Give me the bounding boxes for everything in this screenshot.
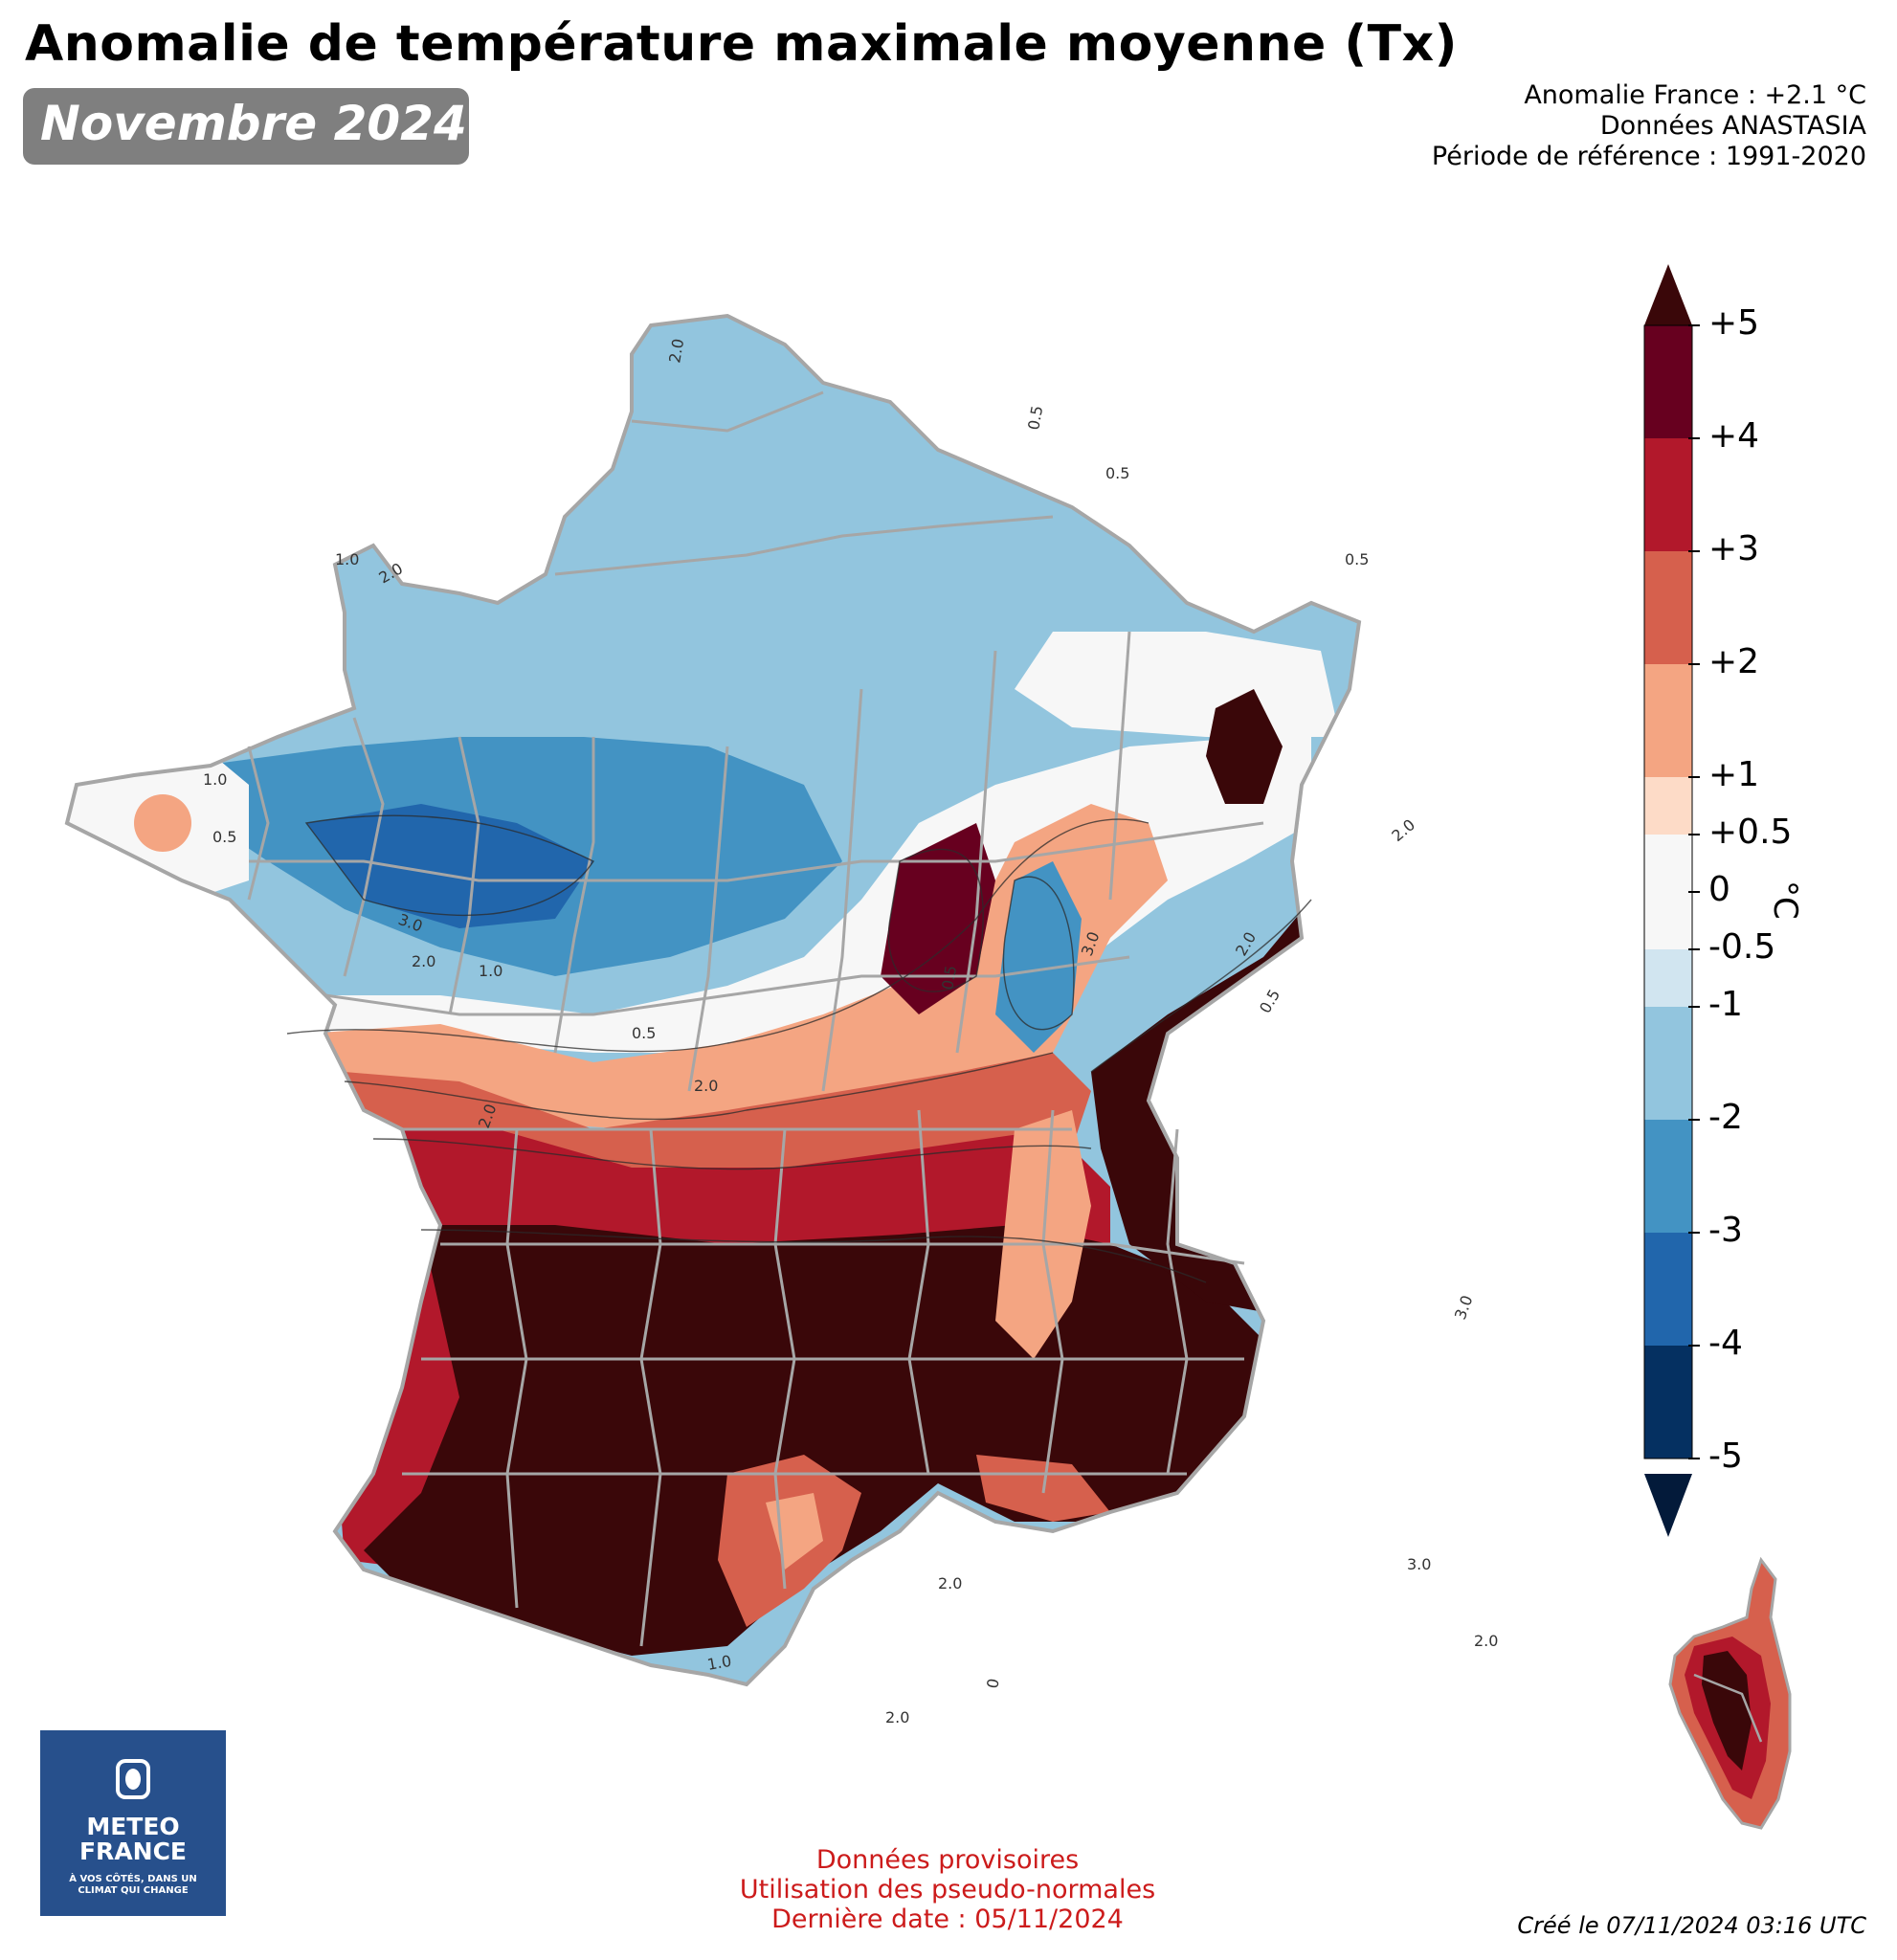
colorbar-segment bbox=[1644, 551, 1692, 664]
note-provisional: Données provisoires bbox=[815, 1845, 1080, 1875]
note-pseudo-normals: Utilisation des pseudo-normales bbox=[739, 1875, 1156, 1904]
contour-label: 2.0 bbox=[665, 337, 687, 364]
map-title: Anomalie de température maximale moyenne… bbox=[25, 15, 1458, 73]
colorbar-segment bbox=[1644, 438, 1692, 551]
contour-label: 0.5 bbox=[1256, 986, 1283, 1016]
colorbar-tick bbox=[1688, 550, 1700, 552]
colorbar-segment bbox=[1644, 664, 1692, 777]
creation-timestamp: Créé le 07/11/2024 03:16 UTC bbox=[1517, 1912, 1866, 1939]
reference-period-label: Période de référence : 1991-2020 bbox=[1431, 142, 1866, 171]
colorbar-segment bbox=[1644, 1120, 1692, 1233]
colorbar-tick bbox=[1688, 324, 1700, 326]
colorbar-tick bbox=[1688, 1119, 1700, 1121]
note-last-date: Dernière date : 05/11/2024 bbox=[771, 1904, 1124, 1934]
colorbar-tick bbox=[1688, 663, 1700, 665]
contour-label: 2.0 bbox=[412, 952, 435, 970]
colorbar-tick bbox=[1688, 1458, 1700, 1459]
contour-label: 0.5 bbox=[632, 1024, 656, 1042]
colorbar-unit: °C bbox=[1766, 880, 1804, 920]
data-source-label: Données ANASTASIA bbox=[1599, 111, 1866, 141]
contour-label: 3.0 bbox=[1451, 1293, 1477, 1322]
contour-label: 0.5 bbox=[1105, 464, 1129, 482]
colorbar-segment bbox=[1644, 777, 1692, 835]
logo-line-2: FRANCE bbox=[78, 1838, 188, 1865]
meteo-france-logo: METEO FRANCE À VOS CÔTÉS, DANS UN CLIMAT… bbox=[40, 1730, 226, 1916]
contour-label: 0.5 bbox=[1345, 550, 1369, 568]
contour-label: 0 bbox=[983, 1677, 1002, 1689]
contour-label: 0.5 bbox=[1024, 404, 1046, 431]
colorbar-segment bbox=[1644, 325, 1692, 438]
provisional-notes: Données provisoires Utilisation des pseu… bbox=[670, 1845, 1225, 1934]
contour-label: 0.5 bbox=[212, 828, 236, 846]
contour-label: 2.0 bbox=[694, 1077, 718, 1095]
colorbar-tick bbox=[1688, 437, 1700, 439]
colorbar-tick bbox=[1688, 1232, 1700, 1234]
colorbar-tick-label: +5 bbox=[1708, 303, 1760, 343]
logo-tagline: À VOS CÔTÉS, DANS UN CLIMAT QUI CHANGE bbox=[69, 1874, 197, 1896]
colorbar-segment bbox=[1644, 1346, 1692, 1459]
colorbar-under-arrow bbox=[1644, 1474, 1692, 1537]
colorbar bbox=[1643, 264, 1693, 1537]
anomaly-france-label: Anomalie France : +2.1 °C bbox=[1524, 80, 1866, 110]
france-anomaly-map: 2.0 0.5 0.5 1.0 2.0 0.5 1.0 0.5 3.0 2.0 … bbox=[57, 287, 1551, 1838]
info-block: Anomalie France : +2.1 °C Données ANASTA… bbox=[1432, 80, 1866, 172]
colorbar-tick-label: -1 bbox=[1708, 985, 1743, 1024]
department-boundaries bbox=[64, 313, 1362, 1687]
colorbar-over-arrow bbox=[1644, 264, 1692, 325]
colorbar-tick-label: +0.5 bbox=[1708, 813, 1793, 852]
contour-lines bbox=[286, 814, 1312, 1283]
corsica-inset-map bbox=[1656, 1550, 1809, 1838]
contour-label: 2.0 bbox=[938, 1574, 962, 1592]
contour-label: 2.0 bbox=[1474, 1632, 1498, 1650]
contour-label-group: 2.0 0.5 0.5 1.0 2.0 0.5 1.0 0.5 3.0 2.0 … bbox=[203, 337, 1498, 1726]
colorbar-tick bbox=[1688, 948, 1700, 950]
colorbar-tick-label: -2 bbox=[1708, 1098, 1743, 1137]
contour-label: 3.0 bbox=[1407, 1555, 1431, 1573]
contour-label: 1.0 bbox=[203, 770, 227, 789]
contour-label: 1.0 bbox=[479, 962, 502, 980]
colorbar-tick bbox=[1688, 1006, 1700, 1008]
colorbar-tick-label: -0.5 bbox=[1708, 927, 1776, 967]
colorbar-tick-label: -5 bbox=[1708, 1437, 1743, 1476]
colorbar-tick bbox=[1688, 776, 1700, 778]
contour-label: 0.5 bbox=[938, 964, 960, 991]
month-badge: Novembre 2024 bbox=[23, 88, 469, 165]
colorbar-segment bbox=[1644, 1007, 1692, 1120]
colorbar-tick bbox=[1688, 891, 1700, 893]
colorbar-segment bbox=[1644, 892, 1692, 949]
colorbar-segment bbox=[1644, 835, 1692, 892]
contour-label: 1.0 bbox=[705, 1652, 732, 1674]
colorbar-tick bbox=[1688, 1345, 1700, 1347]
contour-label: 2.0 bbox=[885, 1708, 909, 1726]
logo-line-1: METEO bbox=[86, 1813, 180, 1840]
colorbar-segment bbox=[1644, 949, 1692, 1007]
colorbar-tick-label: +2 bbox=[1708, 642, 1760, 681]
colorbar-tick-label: +1 bbox=[1708, 755, 1760, 794]
colorbar-tick bbox=[1688, 834, 1700, 835]
month-badge-label: Novembre 2024 bbox=[40, 96, 467, 151]
contour-label: 1.0 bbox=[335, 550, 359, 568]
colorbar-tick-label: -3 bbox=[1708, 1211, 1743, 1250]
logo-mark-icon bbox=[116, 1759, 150, 1799]
colorbar-tick-label: -4 bbox=[1708, 1324, 1743, 1363]
contour-label: 2.0 bbox=[1388, 815, 1418, 845]
colorbar-segment bbox=[1644, 1233, 1692, 1346]
colorbar-tick-label: +4 bbox=[1708, 416, 1760, 456]
colorbar-tick-label: +3 bbox=[1708, 529, 1760, 568]
colorbar-tick-label: 0 bbox=[1708, 870, 1730, 909]
